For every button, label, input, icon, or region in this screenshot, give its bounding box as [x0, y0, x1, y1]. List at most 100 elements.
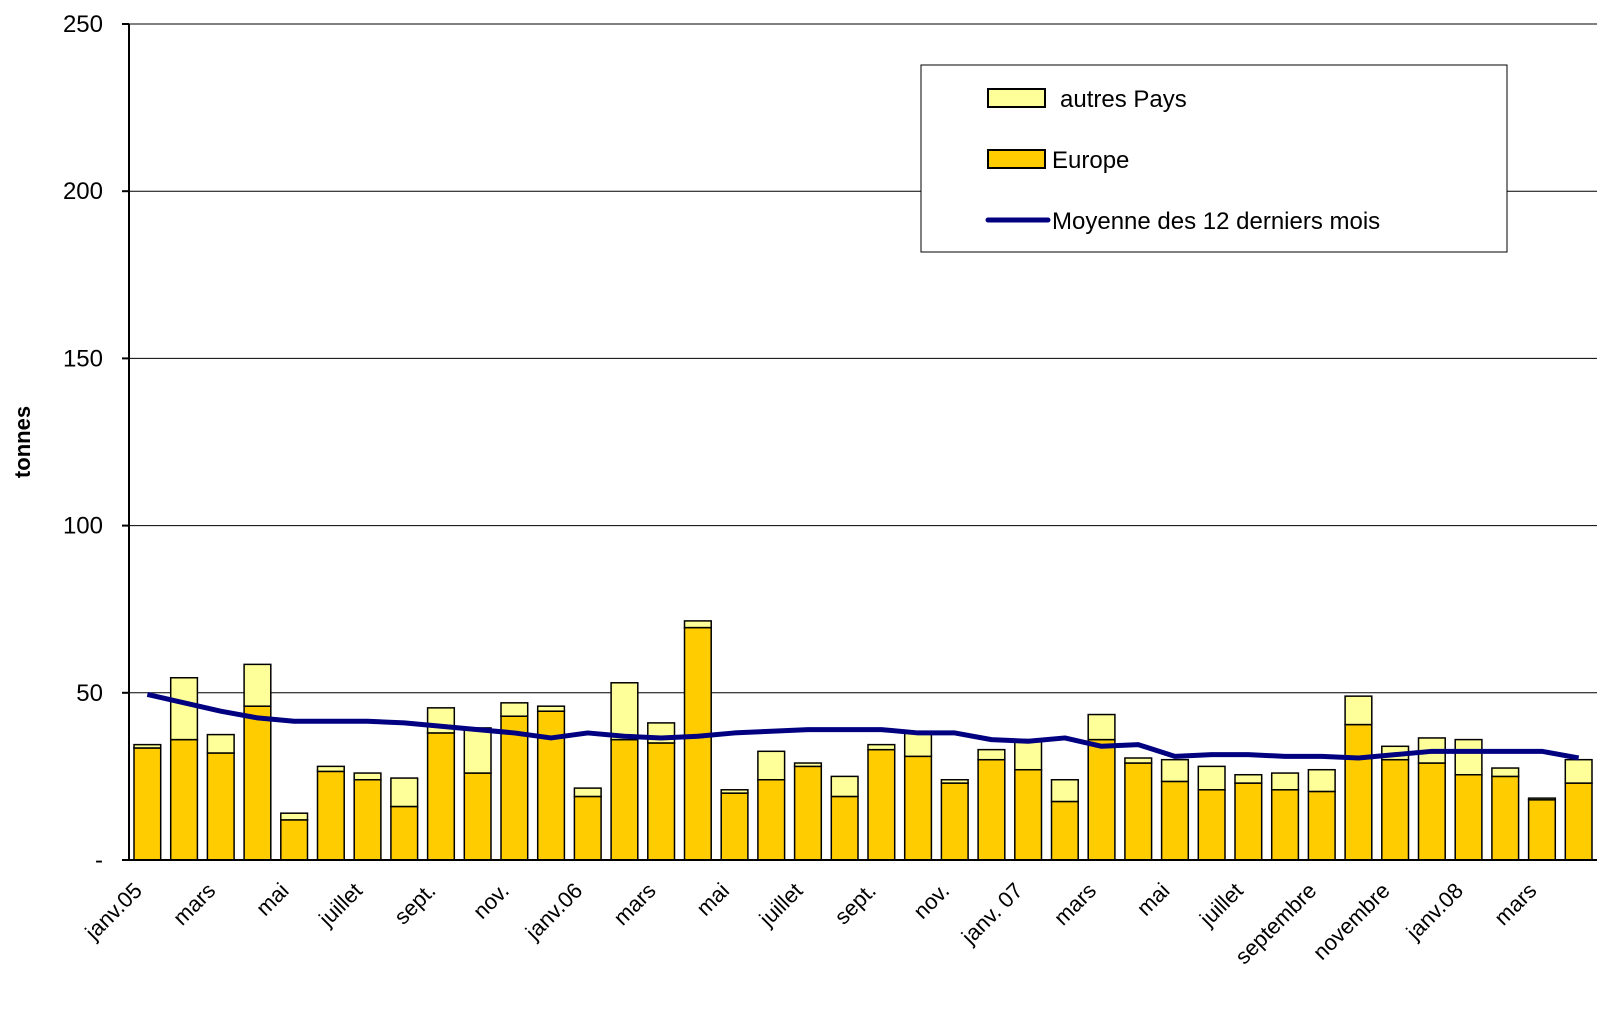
moving-average-line — [146, 692, 1580, 761]
legend-swatch — [987, 149, 1046, 169]
x-tick-label: mars — [168, 878, 220, 930]
x-tick-label: janv. 07 — [956, 878, 1028, 950]
bar-segment — [243, 705, 272, 861]
bar-segment — [757, 750, 786, 781]
bar-segment — [206, 752, 235, 861]
bar-segment — [1087, 738, 1116, 861]
bar-segment — [683, 626, 712, 861]
bar-segment — [903, 732, 933, 758]
x-tick-label: mars — [608, 878, 660, 930]
bar-segment — [353, 778, 382, 861]
bar-segment — [133, 747, 162, 861]
bar-segment — [353, 772, 382, 781]
bar-segment — [573, 795, 602, 861]
y-tick-label: 150 — [63, 345, 103, 372]
bar-segment — [1124, 762, 1153, 861]
bar-segment — [1491, 767, 1520, 778]
bar-segment — [1307, 768, 1336, 793]
bar-segment — [793, 765, 823, 861]
bar-segment — [1160, 758, 1190, 783]
x-tick-label: mai — [691, 878, 734, 921]
x-tick-label: mars — [1049, 878, 1101, 930]
bar-segment — [316, 770, 345, 861]
bar-segment — [1234, 782, 1263, 861]
x-tick-label: janv.05 — [79, 878, 146, 945]
bar-segment — [390, 805, 419, 861]
bar-segment — [169, 738, 199, 861]
bar-segment — [683, 620, 712, 629]
bar-segment — [1270, 772, 1300, 791]
x-tick-label: janv.06 — [520, 878, 587, 945]
bar-segment — [316, 765, 345, 773]
y-tick-label: 50 — [76, 680, 103, 707]
bar-segment — [243, 663, 272, 707]
bar-segment — [720, 792, 749, 861]
bar-segment — [536, 705, 566, 712]
bar-segment — [1454, 773, 1483, 861]
bar-segment — [1050, 800, 1079, 861]
bar-segment — [426, 732, 456, 861]
bar-segment — [1564, 782, 1593, 861]
bar-segment — [280, 819, 309, 861]
bar-segment — [1087, 713, 1116, 741]
bar-segment — [793, 762, 823, 768]
bar-segment — [1527, 799, 1557, 861]
x-tick-label: nov. — [468, 878, 514, 924]
bar-segment — [610, 682, 639, 741]
bar-segment — [1307, 790, 1336, 861]
y-axis-label: tonnes — [10, 406, 35, 478]
legend-label: Europe — [1052, 147, 1129, 174]
bar-segment — [867, 743, 896, 751]
legend-label: Moyenne des 12 derniers mois — [1052, 208, 1380, 235]
bar-segment — [280, 812, 309, 821]
bar-segment — [1417, 762, 1446, 861]
legend-swatch — [987, 88, 1046, 108]
y-tick-label: - — [95, 847, 103, 874]
bar-segment — [1014, 738, 1043, 771]
bar-segment — [757, 778, 786, 861]
x-tick-label: mai — [1132, 878, 1175, 921]
x-tick-label: sept. — [829, 878, 880, 929]
x-tick-label: janv.08 — [1401, 878, 1468, 945]
bar-segment — [500, 715, 529, 861]
bar-segment — [977, 748, 1006, 761]
bar-segment — [390, 777, 419, 808]
x-tick-label: juillet — [1194, 878, 1248, 932]
bar-segment — [977, 758, 1006, 861]
bar-segment — [169, 677, 199, 741]
bar-segment — [1344, 695, 1373, 726]
bar-segment — [610, 738, 639, 861]
bar-segment — [1197, 789, 1226, 861]
y-tick-label: 100 — [63, 513, 103, 540]
bar-segment — [1381, 758, 1410, 861]
bar-segment — [536, 710, 566, 861]
x-tick-label: mai — [251, 878, 294, 921]
bar-segment — [1014, 768, 1043, 861]
bar-segment — [940, 778, 969, 784]
x-tick-label: juillet — [313, 878, 367, 932]
bar-segment — [133, 743, 162, 749]
bar-segment — [1160, 780, 1190, 861]
x-tick-label: juillet — [754, 878, 808, 932]
bar-segment — [206, 733, 235, 754]
bar-segment — [903, 755, 933, 861]
bar-segment — [830, 775, 859, 798]
x-tick-label: nov. — [908, 878, 954, 924]
y-tick-label: 200 — [63, 178, 103, 205]
bar-segment — [1527, 797, 1557, 801]
bar-segment — [867, 748, 896, 861]
bar-segment — [940, 782, 969, 861]
bar-segment — [1234, 773, 1263, 784]
bar-segment — [1344, 723, 1373, 861]
bar-segment — [573, 787, 602, 798]
bar-segment — [463, 772, 492, 861]
x-tick-label: mars — [1489, 878, 1541, 930]
bar-segment — [463, 727, 492, 774]
bar-segment — [1491, 775, 1520, 861]
bar-segment — [1124, 757, 1153, 764]
bar-segment — [1270, 789, 1300, 861]
y-tick-label: 250 — [63, 11, 103, 38]
x-tick-label: novembre — [1308, 878, 1395, 965]
bar-segment — [1050, 778, 1079, 803]
